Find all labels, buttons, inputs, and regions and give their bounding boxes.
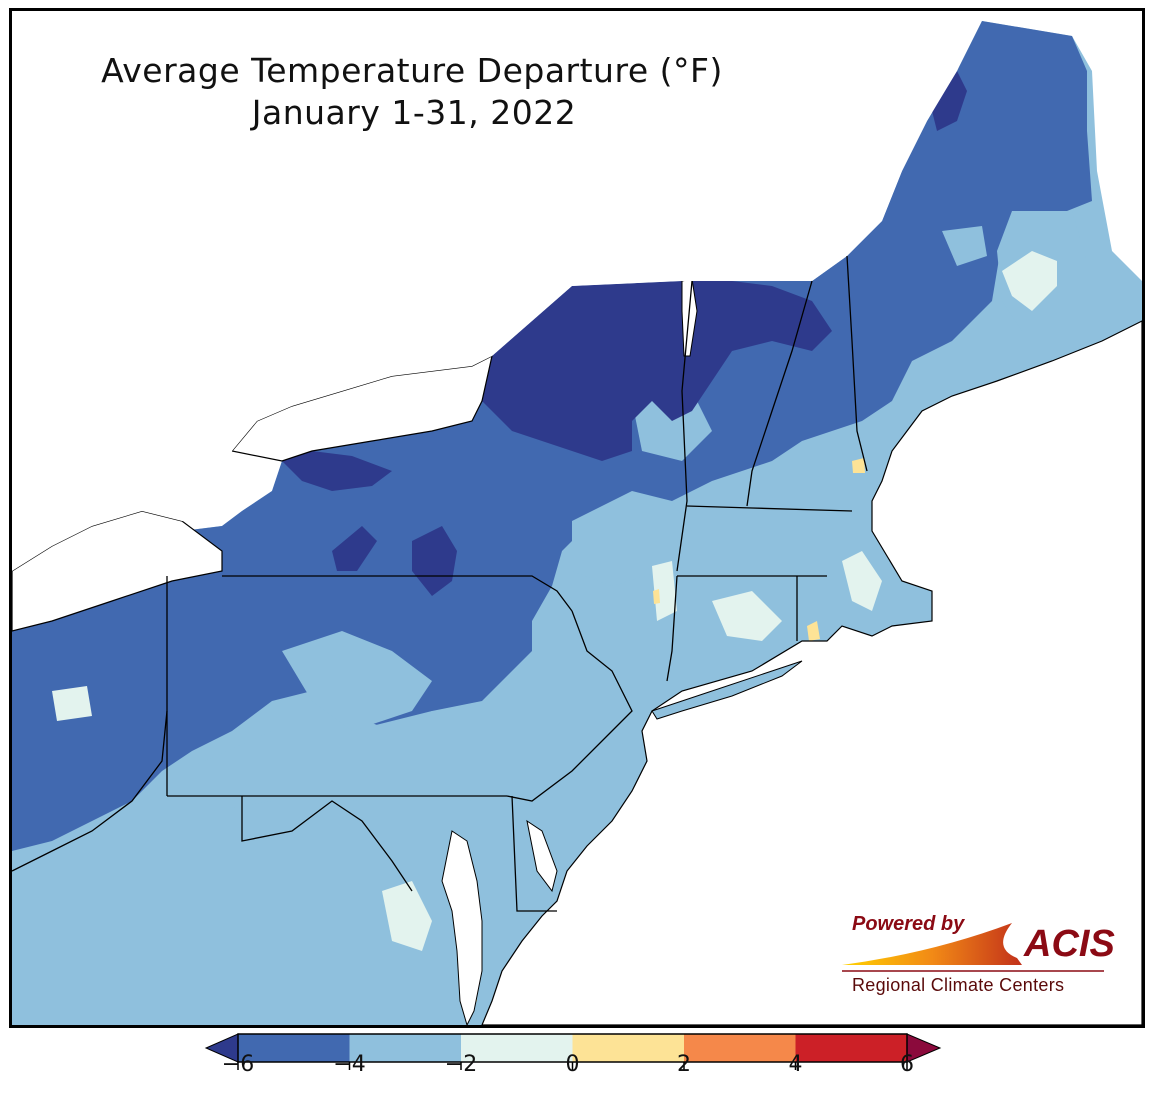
cool-patch-pa — [282, 631, 432, 731]
cool-patch-maine-west — [942, 226, 987, 266]
powered-by-label: Powered by — [852, 913, 965, 935]
rcc-label: Regional Climate Centers — [852, 975, 1065, 995]
acis-swoosh-graphic — [842, 923, 1104, 972]
colorbar-tick-label: −6 — [221, 1052, 255, 1077]
cool-patch-pa-south — [182, 711, 572, 811]
colorbar-bin — [795, 1034, 907, 1062]
colorbar-tick-label: −2 — [444, 1052, 478, 1077]
acis-logo: Powered by ACIS Regional Climate Centers — [842, 913, 1122, 1003]
colorbar-legend: −6 −4 −2 0 2 4 6 — [200, 1030, 950, 1110]
wv-md-border — [12, 710, 168, 872]
delaware-bay — [526, 819, 558, 893]
colorbar-bin — [238, 1034, 350, 1062]
near-normal-hudson — [652, 561, 677, 621]
va-wv-border — [241, 796, 413, 892]
state-borders — [12, 255, 868, 912]
acis-label: ACIS — [1024, 923, 1115, 965]
colorbar-tick-label: 4 — [788, 1052, 803, 1077]
vt-nh-border — [746, 280, 813, 507]
very-cold-region-wny — [282, 451, 392, 491]
very-cold-patch-maine — [932, 71, 967, 131]
colorbar-tick-label: −4 — [333, 1052, 366, 1077]
colorbar-graphic — [204, 1033, 942, 1070]
warm-patch-hudson — [653, 589, 660, 604]
md-de-border — [511, 795, 557, 912]
ma-north-border — [686, 505, 853, 512]
map-subtitle: January 1-31, 2022 — [251, 93, 577, 132]
colorbar-bin — [349, 1034, 461, 1062]
warm-patch-nh — [852, 458, 865, 473]
near-normal-maine — [1002, 251, 1057, 311]
colorbar-tick-label: 2 — [677, 1052, 691, 1077]
colorbar-bin — [572, 1034, 684, 1062]
near-normal-va — [382, 881, 432, 951]
colorbar-tick-label: 0 — [565, 1052, 580, 1077]
pa-nj-border — [506, 610, 633, 802]
colorbar-bin — [461, 1034, 573, 1062]
canada — [12, 11, 982, 571]
very-cold-region-ny — [482, 281, 832, 461]
ny-vt-border — [676, 280, 693, 572]
map-frame: Average Temperature Departure (°F) Janua… — [9, 8, 1145, 1028]
map-title: Average Temperature Departure (°F) — [101, 51, 723, 90]
near-normal-pa — [52, 686, 92, 721]
near-normal-ct — [712, 591, 782, 641]
ct-ny-border — [666, 575, 678, 682]
long-island — [651, 660, 803, 720]
colorbar-tick-label: 6 — [900, 1052, 914, 1077]
warm-patch-ct — [807, 621, 820, 641]
temperature-departure-map — [12, 11, 1142, 1025]
near-normal-ma — [842, 551, 882, 611]
very-cold-patch-finger-lakes — [412, 526, 457, 596]
ny-pa-border — [222, 575, 573, 612]
cool-patch-ny-central — [572, 491, 692, 586]
very-cold-patch-2 — [332, 526, 377, 571]
nh-me-border — [846, 255, 868, 472]
atlantic-ocean — [481, 320, 1142, 1025]
colorbar-bin — [684, 1034, 796, 1062]
chesapeake-bay — [441, 830, 483, 1025]
